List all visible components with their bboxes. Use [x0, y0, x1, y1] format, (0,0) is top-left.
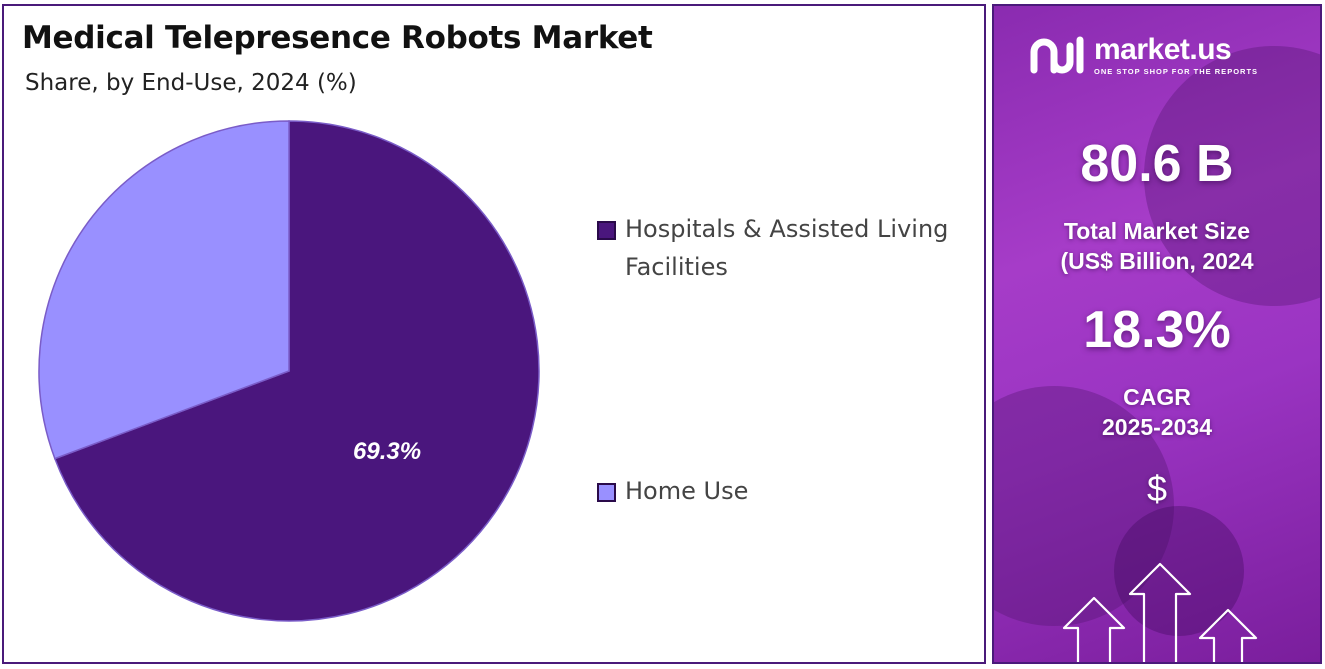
pie-data-label-0: 69.3% [353, 438, 421, 465]
market-size-unit: (US$ Billion, 2024 [1060, 248, 1254, 274]
legend-item-home-use: Home Use [597, 472, 748, 510]
pie-chart: 69.3% [38, 120, 540, 622]
brand-logo: market.us ONE STOP SHOP FOR THE REPORTS [1028, 32, 1258, 78]
chart-subtitle: Share, by End-Use, 2024 (%) [25, 70, 357, 96]
cagr-label: CAGR [1123, 384, 1191, 410]
pie-slice-0 [53, 120, 540, 622]
chart-panel: Medical Telepresence Robots Market Share… [2, 4, 986, 664]
growth-arrows-icon [1062, 562, 1258, 662]
summary-panel: market.us ONE STOP SHOP FOR THE REPORTS … [992, 4, 1322, 664]
brand-name: market.us [1094, 32, 1232, 66]
pie-slice-1 [38, 120, 290, 460]
cagr-value: 18.3% [1083, 301, 1231, 359]
brand-tagline: ONE STOP SHOP FOR THE REPORTS [1094, 66, 1259, 76]
market-size-value: 80.6 B [1080, 135, 1234, 193]
legend-label-home-use: Home Use [625, 477, 749, 505]
cagr-period: 2025-2034 [1102, 414, 1212, 440]
brand-logo-icon [1030, 36, 1084, 74]
legend-item-hospitals: Hospitals & Assisted Living Facilities [597, 210, 967, 286]
legend-swatch-hospitals [597, 221, 616, 240]
legend-label-hospitals: Hospitals & Assisted Living Facilities [625, 215, 949, 281]
market-size-label: Total Market Size [1063, 218, 1251, 244]
chart-title: Medical Telepresence Robots Market [22, 20, 653, 56]
dollar-icon: $ [1146, 468, 1168, 509]
legend-swatch-home-use [597, 483, 616, 502]
